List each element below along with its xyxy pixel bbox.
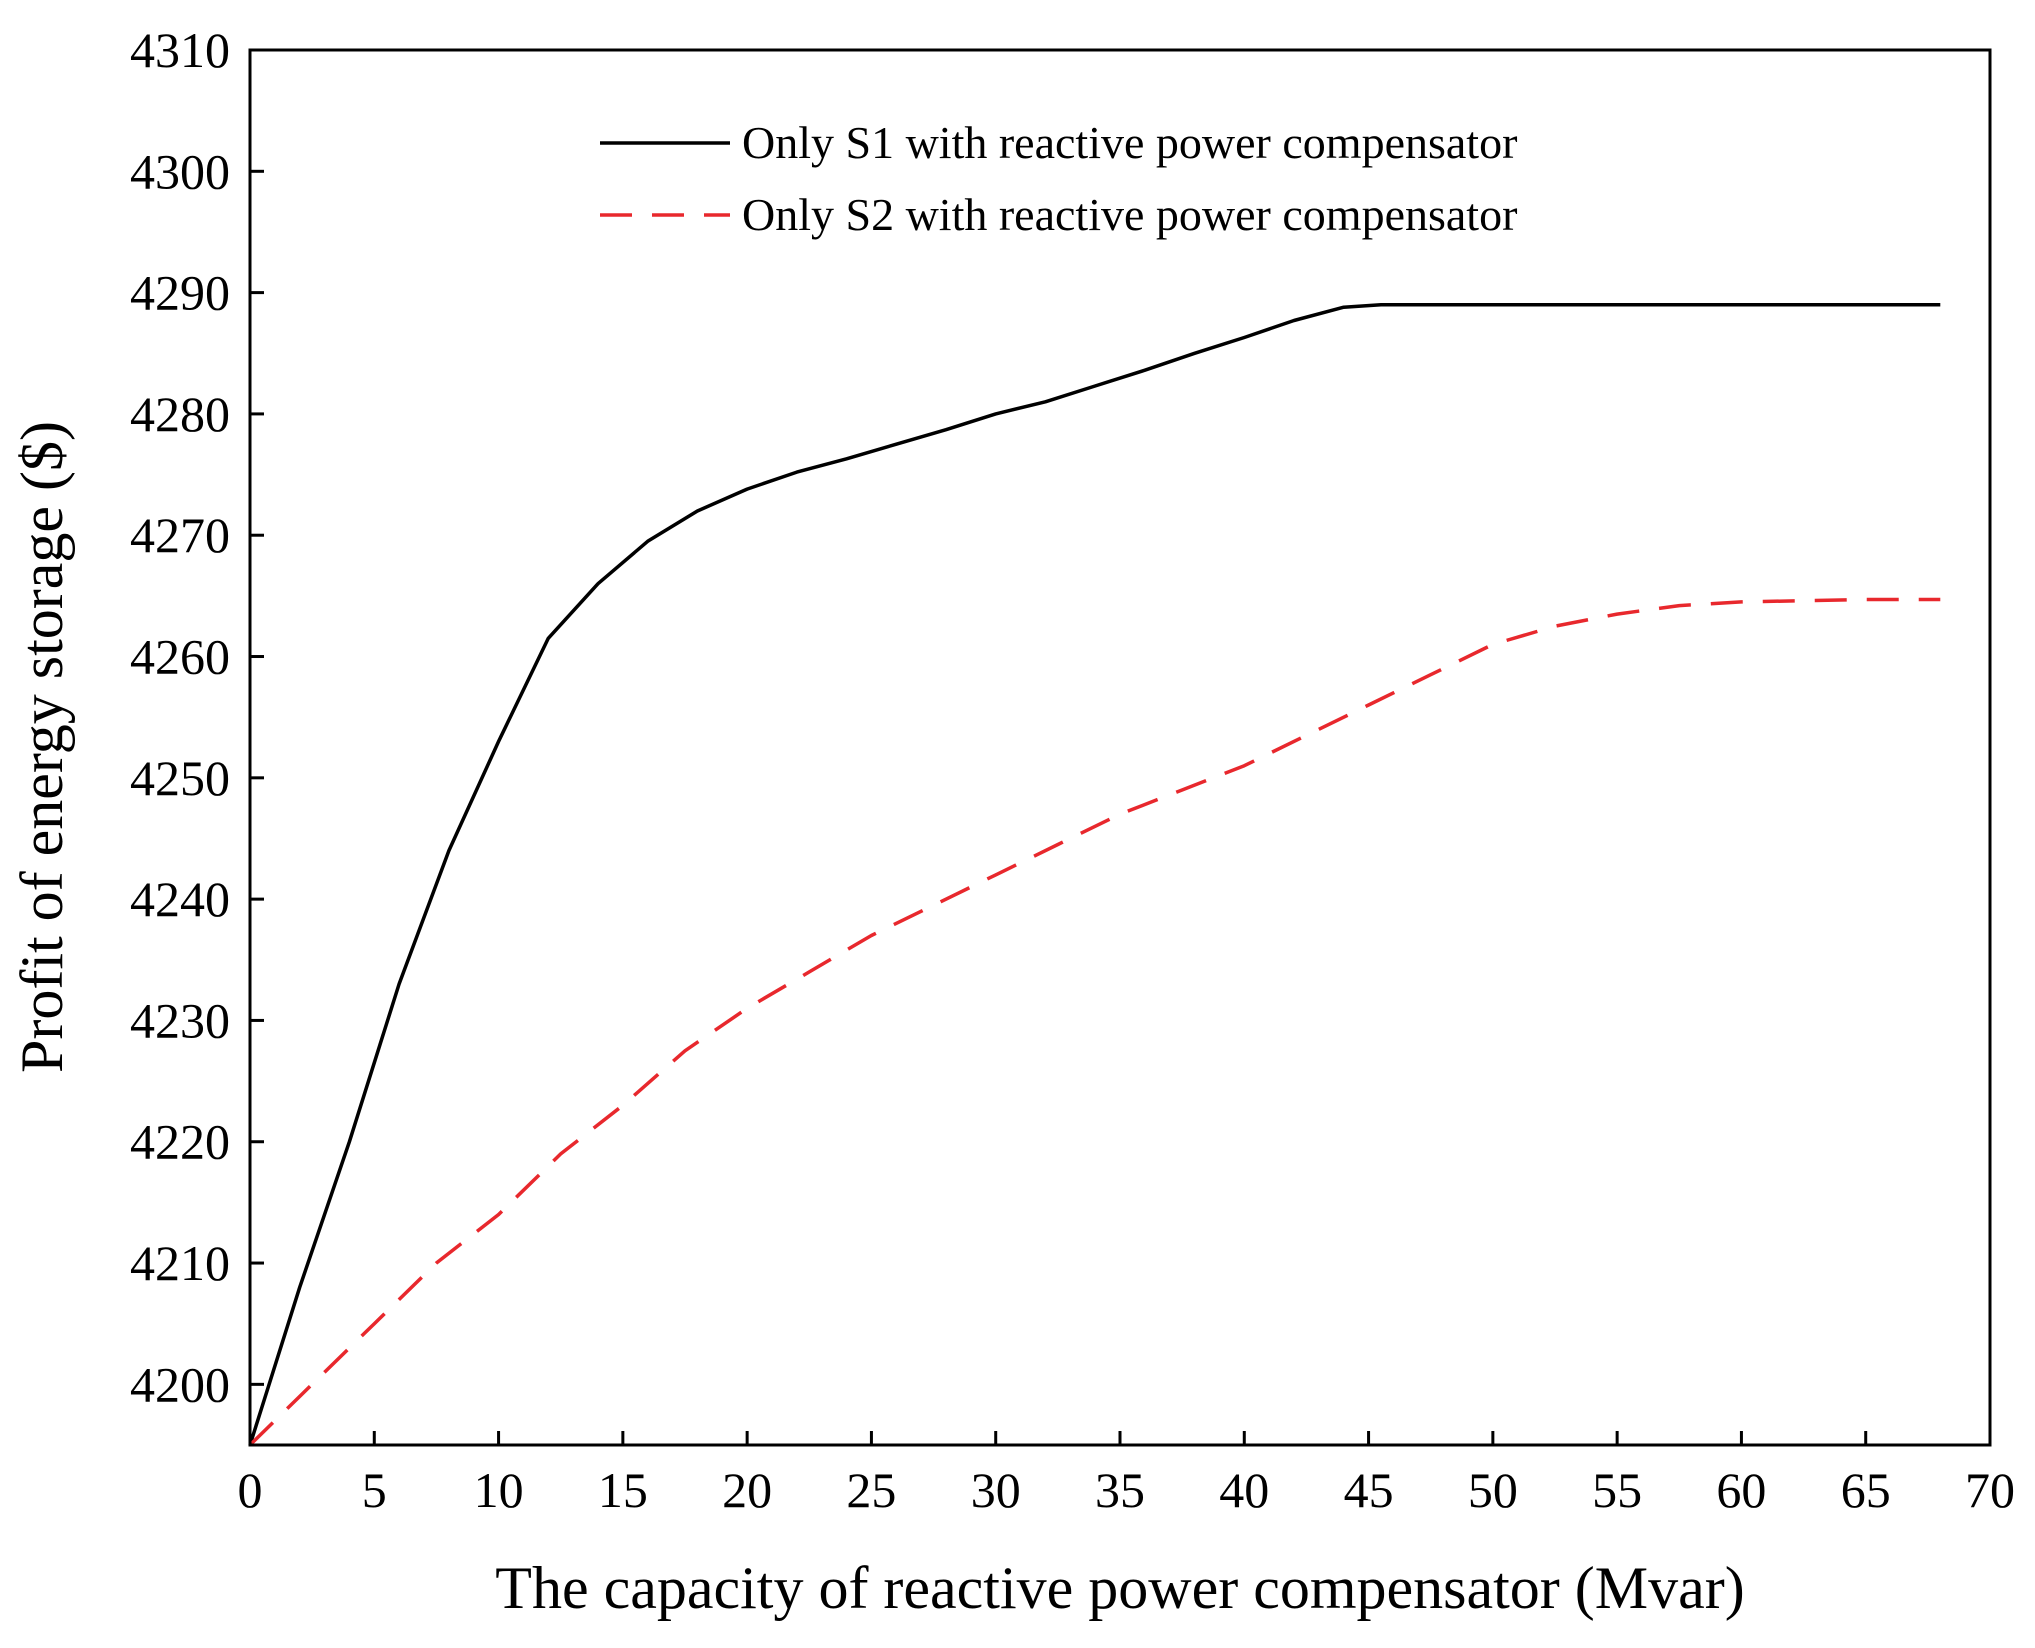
y-tick-label: 4250 — [130, 750, 230, 806]
x-tick-label: 0 — [238, 1462, 263, 1518]
y-axis-title: Profit of energy storage ($) — [9, 421, 75, 1073]
x-tick-label: 20 — [722, 1462, 772, 1518]
x-tick-label: 30 — [971, 1462, 1021, 1518]
y-tick-label: 4220 — [130, 1114, 230, 1170]
x-tick-label: 10 — [474, 1462, 524, 1518]
x-tick-label: 65 — [1841, 1462, 1891, 1518]
x-tick-label: 55 — [1592, 1462, 1642, 1518]
x-tick-label: 15 — [598, 1462, 648, 1518]
x-tick-label: 60 — [1716, 1462, 1766, 1518]
legend-label-1: Only S1 with reactive power compensator — [742, 117, 1517, 168]
y-tick-label: 4240 — [130, 871, 230, 927]
legend-label-2: Only S2 with reactive power compensator — [742, 189, 1517, 240]
x-axis-title: The capacity of reactive power compensat… — [495, 1555, 1744, 1621]
x-tick-label: 5 — [362, 1462, 387, 1518]
x-tick-label: 70 — [1965, 1462, 2015, 1518]
legend: Only S1 with reactive power compensator O… — [600, 117, 1517, 240]
y-tick-label: 4210 — [130, 1235, 230, 1291]
y-tick-label: 4260 — [130, 629, 230, 685]
x-tick-label: 50 — [1468, 1462, 1518, 1518]
series-line-2 — [248, 597, 1941, 1447]
x-axis-ticks: 0 5 10 15 20 25 30 35 40 45 50 55 60 65 70 — [238, 1431, 2015, 1518]
x-tick-label: 35 — [1095, 1462, 1145, 1518]
series-line-1 — [248, 302, 1941, 1446]
y-tick-label: 4300 — [130, 143, 230, 199]
y-tick-label: 4280 — [130, 386, 230, 442]
y-tick-label: 4290 — [130, 265, 230, 321]
x-tick-label: 40 — [1219, 1462, 1269, 1518]
x-tick-label: 45 — [1344, 1462, 1394, 1518]
series-layer — [248, 302, 1941, 1447]
y-axis-ticks: 4200 4210 4220 4230 4240 4250 4260 4270 4280 4290… — [130, 22, 264, 1412]
y-tick-label: 4310 — [130, 22, 230, 78]
x-tick-label: 25 — [846, 1462, 896, 1518]
y-tick-label: 4200 — [130, 1356, 230, 1412]
y-tick-label: 4270 — [130, 507, 230, 563]
y-tick-label: 4230 — [130, 992, 230, 1048]
